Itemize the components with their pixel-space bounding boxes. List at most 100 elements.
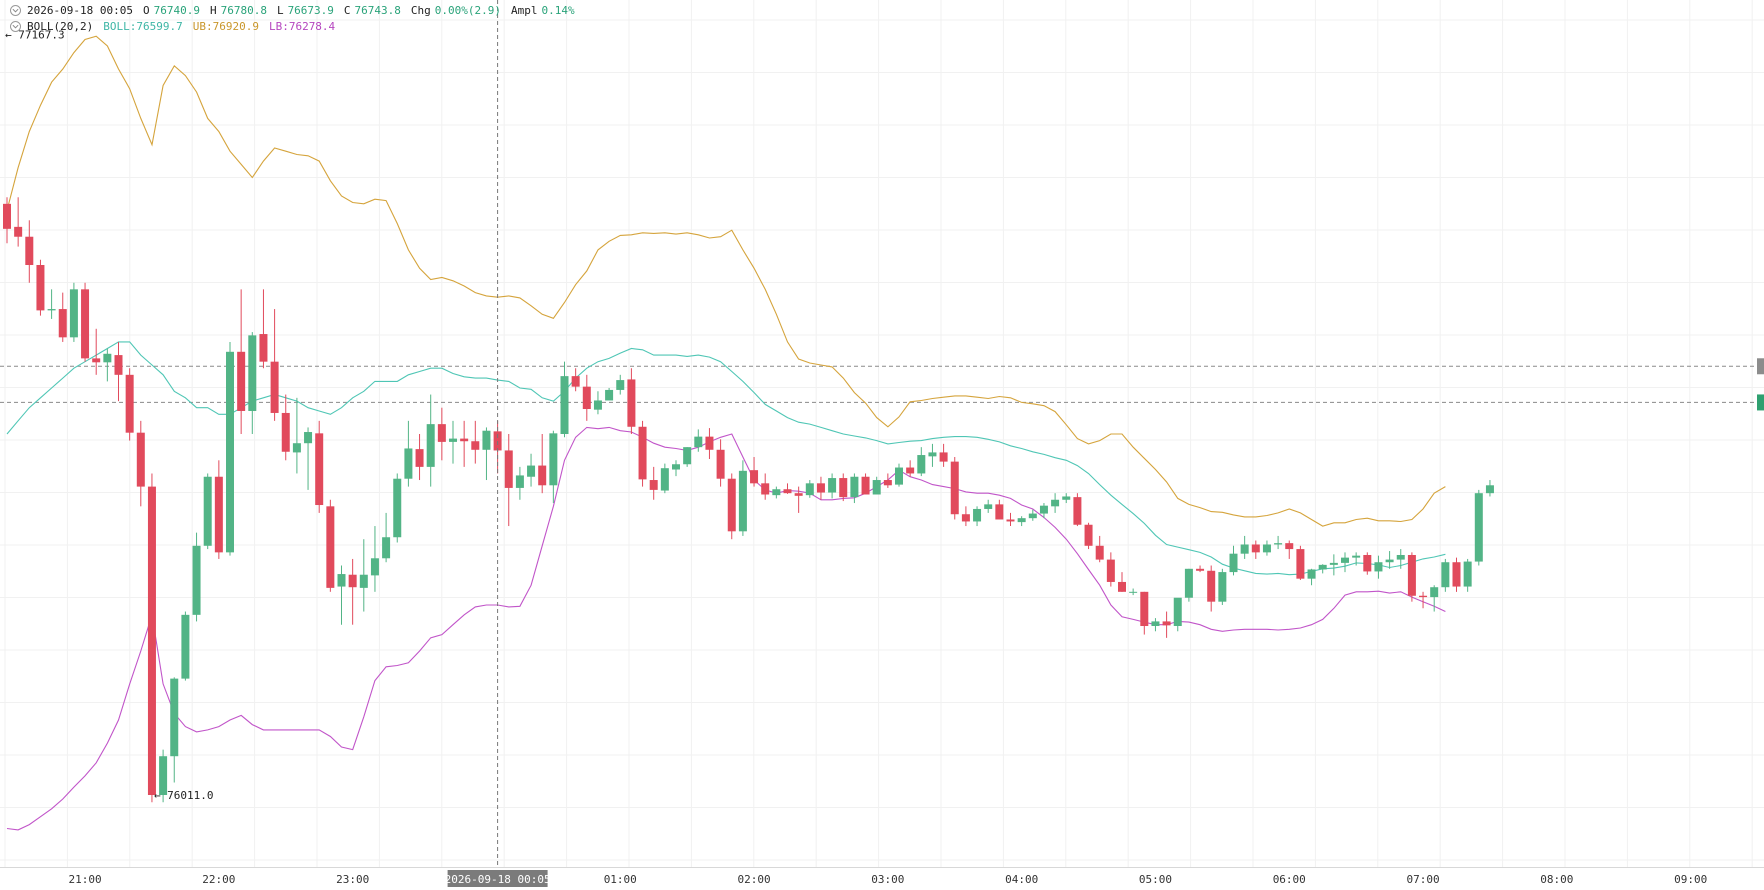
candle[interactable] (761, 473, 770, 500)
candle[interactable] (950, 457, 959, 520)
candle[interactable] (1084, 522, 1093, 550)
candle[interactable] (694, 429, 703, 452)
candle[interactable] (1396, 549, 1405, 569)
candle[interactable] (683, 447, 692, 467)
boll-indicator-label[interactable]: BOLL(20,2) (27, 19, 94, 33)
candle[interactable] (538, 434, 547, 494)
candle[interactable] (449, 420, 457, 464)
candle[interactable] (14, 197, 23, 247)
candle[interactable] (393, 473, 402, 543)
candle[interactable] (1485, 480, 1494, 497)
candle[interactable] (1307, 568, 1316, 586)
candle[interactable] (47, 289, 56, 319)
candle[interactable] (783, 483, 792, 494)
candle[interactable] (515, 466, 524, 500)
collapse-chevron-icon[interactable] (10, 5, 21, 16)
candle[interactable] (961, 506, 970, 527)
candle[interactable] (114, 341, 123, 402)
candle[interactable] (828, 473, 837, 499)
candle[interactable] (928, 443, 937, 467)
candle[interactable] (170, 677, 179, 783)
candle[interactable] (460, 420, 469, 467)
candle[interactable] (315, 420, 324, 513)
candle[interactable] (1374, 555, 1383, 579)
candle[interactable] (326, 499, 335, 592)
candle[interactable] (359, 539, 368, 612)
candle[interactable] (1274, 535, 1283, 550)
candle[interactable] (1352, 552, 1361, 566)
candle[interactable] (1140, 591, 1149, 635)
candle[interactable] (248, 332, 257, 434)
candle[interactable] (1095, 535, 1104, 563)
candle[interactable] (883, 473, 892, 488)
candle[interactable] (382, 512, 391, 563)
candle[interactable] (1207, 565, 1216, 612)
candle[interactable] (1051, 493, 1060, 513)
candle[interactable] (861, 473, 870, 495)
candle[interactable] (906, 460, 915, 477)
candle[interactable] (1251, 540, 1260, 559)
collapse-chevron-icon[interactable] (10, 21, 21, 32)
candle[interactable] (1062, 493, 1071, 504)
candle[interactable] (159, 749, 168, 803)
candle[interactable] (582, 374, 591, 421)
candle[interactable] (1452, 557, 1461, 592)
candle[interactable] (92, 328, 101, 375)
candle[interactable] (705, 428, 714, 459)
candle[interactable] (738, 460, 747, 536)
candle[interactable] (593, 391, 602, 415)
candle[interactable] (337, 565, 346, 625)
candle[interactable] (794, 486, 803, 513)
candle[interactable] (25, 220, 34, 283)
candle[interactable] (805, 480, 814, 498)
candle[interactable] (1218, 568, 1227, 605)
candle[interactable] (1463, 558, 1472, 592)
candle[interactable] (872, 476, 881, 495)
candle[interactable] (995, 499, 1004, 520)
candle[interactable] (1407, 552, 1416, 602)
candle[interactable] (415, 434, 424, 481)
candle[interactable] (214, 460, 223, 559)
candle[interactable] (136, 420, 145, 507)
candle[interactable] (270, 309, 279, 421)
candle[interactable] (203, 473, 212, 550)
candle[interactable] (1430, 585, 1439, 612)
candle[interactable] (750, 457, 759, 487)
candle[interactable] (660, 463, 669, 494)
candle[interactable] (1196, 565, 1205, 573)
candle[interactable] (81, 282, 90, 362)
candle[interactable] (1296, 545, 1305, 580)
candle[interactable] (571, 368, 580, 392)
candle[interactable] (1129, 588, 1138, 596)
candle[interactable] (917, 447, 926, 477)
candle[interactable] (181, 611, 190, 681)
candle[interactable] (437, 407, 446, 461)
candle[interactable] (482, 427, 491, 481)
candle[interactable] (560, 361, 569, 438)
candle[interactable] (1419, 591, 1428, 609)
candle[interactable] (1162, 611, 1171, 638)
candle[interactable] (1240, 535, 1249, 559)
candle[interactable] (1006, 512, 1015, 527)
candle[interactable] (605, 387, 614, 401)
candle[interactable] (1118, 572, 1126, 592)
candle[interactable] (404, 420, 413, 487)
candlestick-chart[interactable]: ← 77167.3 ← 76011.0 (0, 0, 1764, 868)
candle[interactable] (1173, 597, 1182, 632)
candle[interactable] (69, 282, 78, 342)
candle[interactable] (292, 397, 301, 474)
candle[interactable] (1184, 568, 1193, 602)
candle[interactable] (226, 341, 234, 556)
candle[interactable] (973, 506, 982, 527)
candle[interactable] (471, 420, 480, 464)
candle[interactable] (348, 558, 357, 625)
candle[interactable] (939, 443, 948, 467)
candle[interactable] (304, 427, 313, 490)
candle[interactable] (1285, 540, 1294, 559)
candle[interactable] (426, 394, 435, 487)
candle[interactable] (237, 289, 246, 434)
candle[interactable] (816, 476, 825, 500)
candle[interactable] (1039, 503, 1048, 519)
candle[interactable] (259, 289, 268, 369)
candle[interactable] (1017, 516, 1026, 527)
